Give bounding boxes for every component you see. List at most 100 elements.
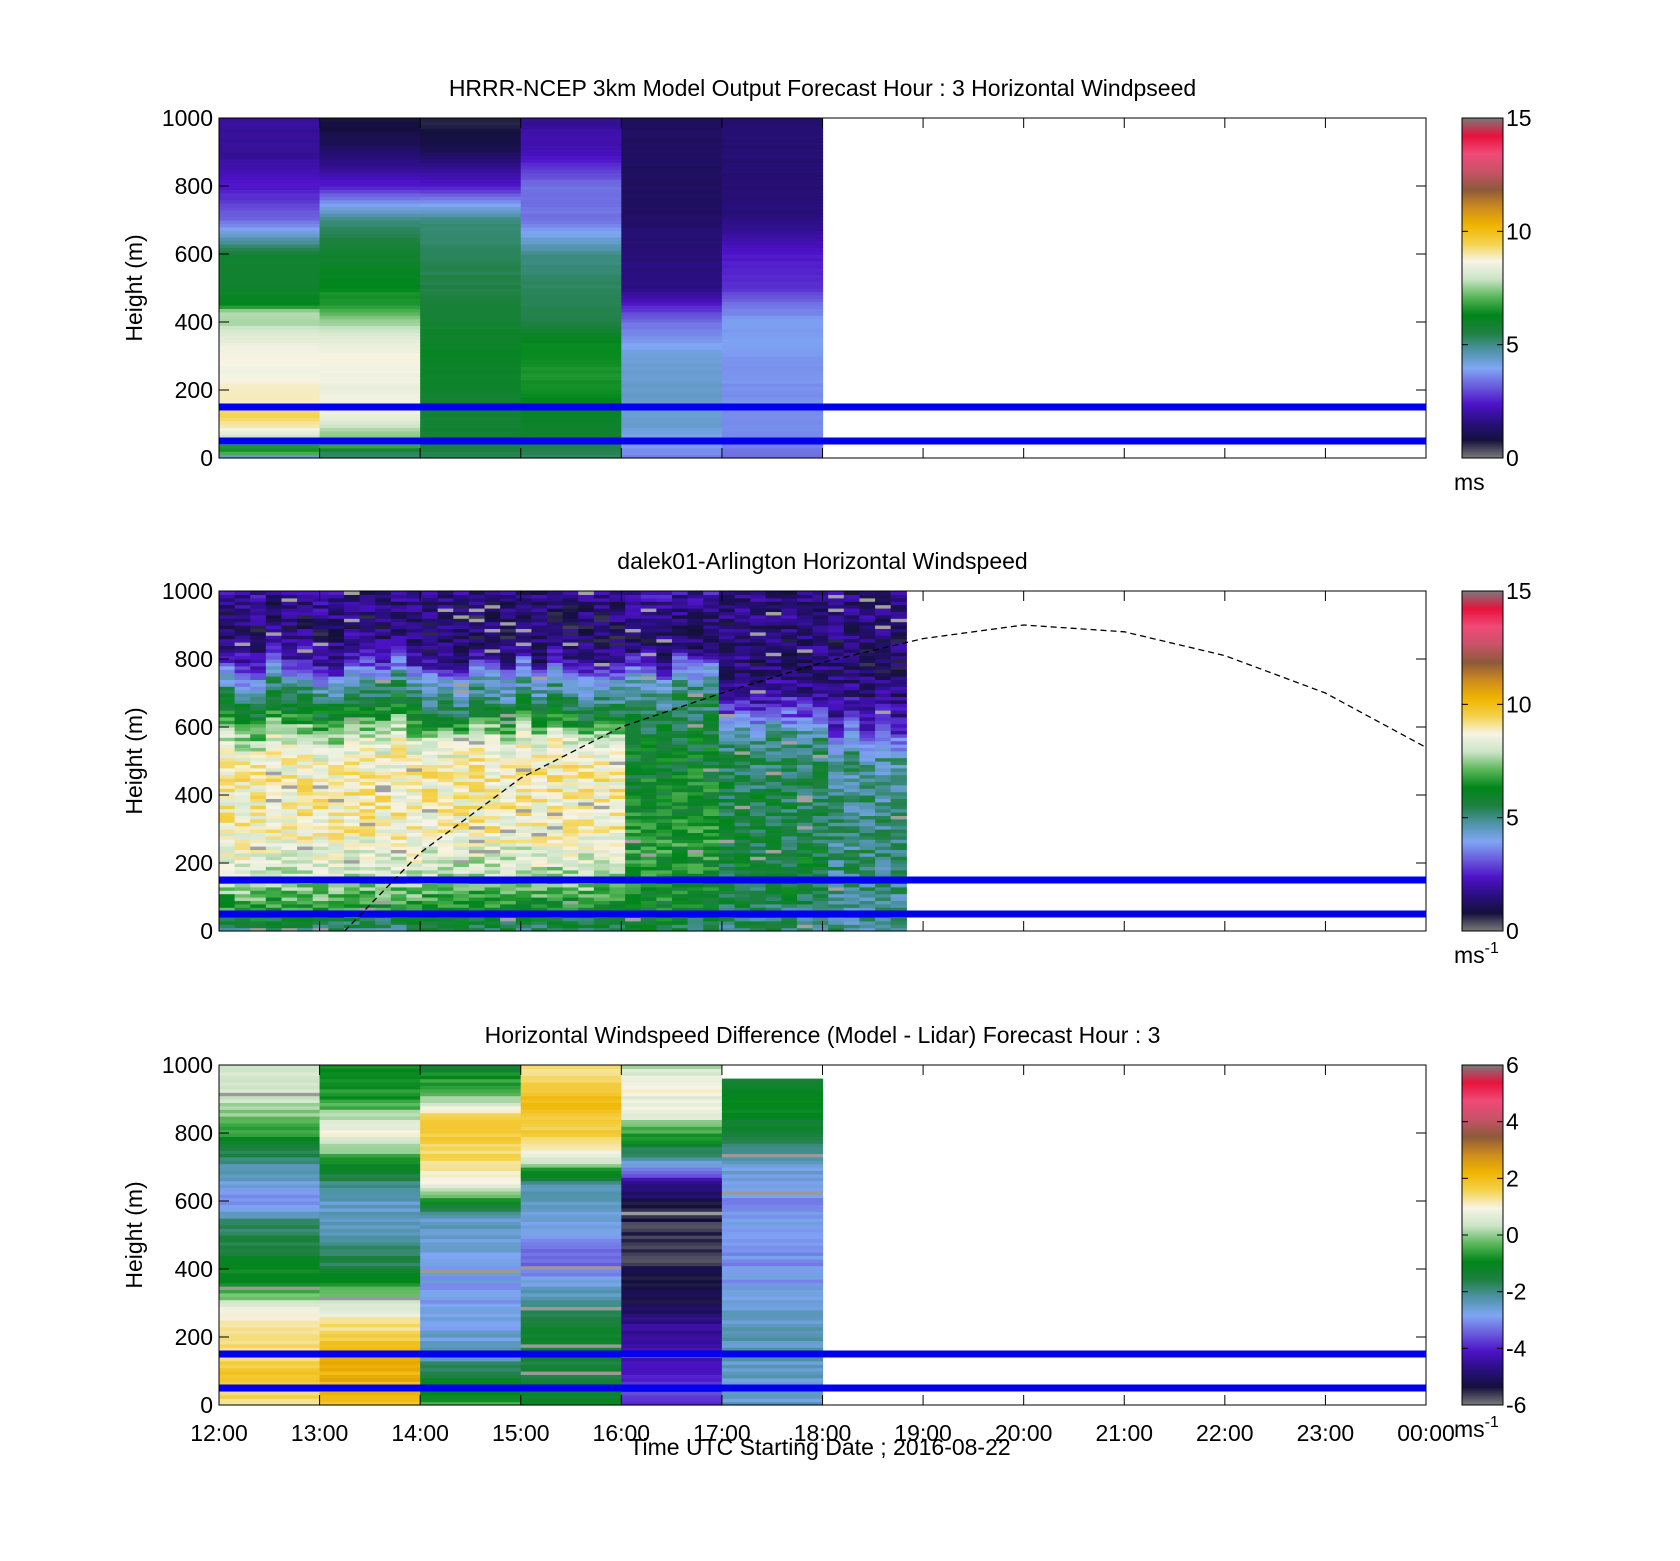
heatmap-cell (520, 386, 622, 391)
heatmap-cell (721, 454, 824, 459)
heatmap-cell (812, 614, 829, 619)
heatmap-cell (297, 897, 314, 901)
heatmap-cell (468, 883, 486, 888)
heatmap-cell (297, 737, 314, 742)
heatmap-cell (453, 730, 470, 735)
heatmap-cell (520, 216, 622, 221)
heatmap-cell (796, 710, 814, 714)
heatmap-cell (219, 886, 236, 891)
heatmap-cell (500, 730, 517, 735)
heatmap-cell (531, 907, 548, 912)
heatmap-cell (468, 767, 486, 772)
heatmap-cell (812, 689, 829, 694)
heatmap-cell (796, 618, 814, 623)
heatmap-cell (640, 771, 657, 776)
heatmap-cell (219, 611, 236, 616)
heatmap-cell (609, 682, 626, 687)
heatmap-cell (484, 597, 501, 602)
heatmap-cell (718, 815, 736, 820)
heatmap-cell (219, 230, 321, 235)
heatmap-cell (406, 591, 423, 595)
heatmap-cell (562, 723, 579, 728)
heatmap-cell (843, 611, 861, 616)
heatmap-cell (281, 788, 298, 793)
heatmap-cell (721, 267, 824, 272)
heatmap-cell (625, 812, 642, 816)
heatmap-cell (328, 835, 345, 840)
heatmap-cell (828, 744, 845, 748)
heatmap-cell (562, 618, 579, 623)
heatmap-cell (265, 693, 283, 697)
heatmap-cell (578, 757, 595, 762)
heatmap-cell (328, 638, 345, 643)
heatmap-cell (520, 223, 622, 228)
heatmap-cell (515, 764, 533, 769)
heatmap-cell (515, 706, 533, 711)
heatmap-cell (453, 897, 470, 901)
heatmap-cell (578, 720, 595, 725)
heatmap-cell (843, 903, 861, 908)
heatmap-cell (578, 835, 595, 840)
heatmap-cell (297, 866, 314, 871)
heatmap-cell (453, 832, 470, 837)
heatmap-cell (515, 781, 533, 786)
heatmap-cell (609, 788, 626, 793)
heatmap-cell (219, 591, 236, 595)
heatmap-cell (520, 175, 622, 180)
heatmap-cell (406, 608, 423, 612)
heatmap-cell (781, 818, 798, 823)
heatmap-cell (265, 727, 283, 731)
heatmap-cell (765, 924, 782, 929)
heatmap-cell (703, 825, 720, 830)
heatmap-cell (656, 920, 673, 925)
heatmap-cell (578, 716, 595, 721)
heatmap-cell (297, 835, 314, 840)
heatmap-cell (718, 597, 736, 602)
heatmap-cell (328, 893, 345, 898)
heatmap-cell (547, 886, 564, 891)
heatmap-cell (453, 744, 470, 748)
heatmap-cell (453, 733, 470, 738)
heatmap-cell (640, 618, 657, 623)
heatmap-cell (319, 189, 421, 194)
heatmap-cell (625, 815, 642, 820)
heatmap-cell (515, 679, 533, 684)
heatmap-cell (520, 352, 622, 357)
heatmap-cell (765, 866, 782, 871)
heatmap-cell (219, 291, 321, 296)
heatmap-cell (406, 812, 423, 816)
heatmap-cell (547, 594, 564, 599)
heatmap-cell (875, 662, 892, 667)
heatmap-cell (234, 771, 251, 776)
heatmap-cell (859, 611, 876, 616)
heatmap-cell (319, 427, 421, 432)
heatmap-cell (515, 924, 533, 929)
heatmap-cell (297, 713, 314, 718)
heatmap-cell (765, 716, 782, 721)
heatmap-cell (468, 754, 486, 759)
heatmap-cell (319, 226, 421, 231)
heatmap-cell (718, 846, 736, 850)
heatmap-cell (359, 604, 376, 609)
heatmap-cell (859, 679, 876, 684)
heatmap-cell (531, 699, 548, 704)
heatmap-cell (281, 706, 298, 711)
heatmap-cell (250, 713, 267, 718)
heatmap-cell (621, 250, 723, 255)
heatmap-cell (796, 652, 814, 657)
heatmap-cell (859, 699, 876, 704)
heatmap-cell (750, 591, 767, 595)
heatmap-cell (319, 230, 421, 235)
heatmap-cell (812, 818, 829, 823)
heatmap-cell (593, 791, 611, 796)
heatmap-cell (609, 676, 626, 680)
heatmap-cell (843, 730, 861, 735)
heatmap-cell (843, 645, 861, 650)
heatmap-cell (640, 703, 657, 708)
heatmap-cell (656, 713, 673, 718)
heatmap-cell (625, 621, 642, 626)
heatmap-cell (343, 842, 361, 847)
heatmap-cell (721, 420, 824, 425)
heatmap-cell (547, 852, 564, 857)
heatmap-cell (343, 886, 361, 891)
